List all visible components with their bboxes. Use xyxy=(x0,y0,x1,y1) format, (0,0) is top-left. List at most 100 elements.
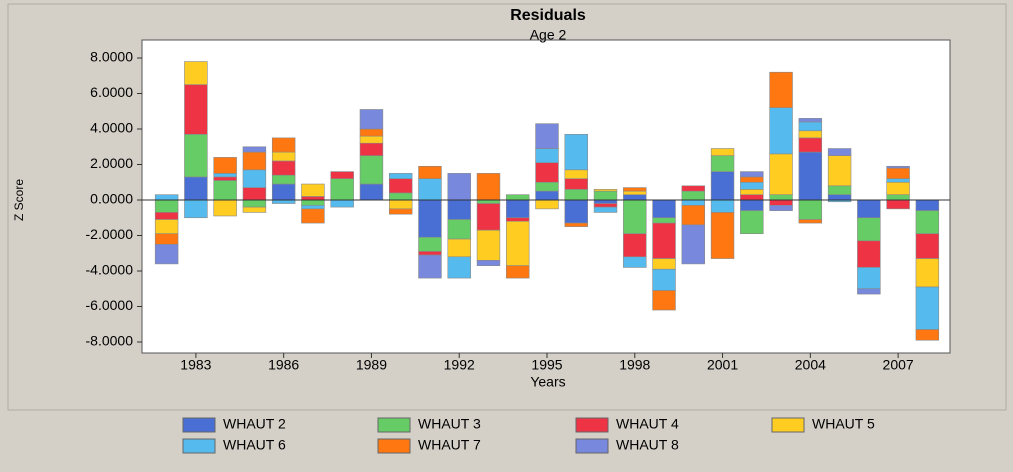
bar-segment xyxy=(476,229,501,261)
bar-segment xyxy=(418,251,442,256)
bar-segment xyxy=(213,157,237,174)
bar-segment xyxy=(242,169,267,188)
legend-swatch xyxy=(771,417,805,433)
bar-segment xyxy=(652,268,676,291)
x-tick-label: 1986 xyxy=(268,357,299,373)
bar-segment xyxy=(915,286,940,330)
bar-segment xyxy=(623,199,647,235)
bar-segment xyxy=(564,189,588,201)
bar-segment xyxy=(740,194,764,201)
bar-segment xyxy=(857,199,881,219)
bar-segment xyxy=(447,173,471,201)
bar-segment xyxy=(154,244,179,265)
x-tick-label: 1998 xyxy=(619,357,650,373)
bar-segment xyxy=(798,130,823,139)
bar-segment xyxy=(476,260,501,266)
legend-label: WHAUT 3 xyxy=(418,416,481,432)
bar-segment xyxy=(798,219,823,224)
bar-segment xyxy=(359,142,384,156)
legend-swatch xyxy=(182,417,216,433)
bar-segment xyxy=(652,199,676,219)
chart-subtitle: Age 2 xyxy=(530,27,567,43)
bar-segment xyxy=(681,199,706,206)
bar-segment xyxy=(418,236,442,252)
bar-segment xyxy=(564,222,588,227)
bar-segment xyxy=(740,210,764,235)
legend-label: WHAUT 8 xyxy=(616,437,679,453)
bar-segment xyxy=(535,148,559,164)
bar-segment xyxy=(740,181,764,190)
bar-segment xyxy=(564,199,588,224)
bar-segment xyxy=(476,199,501,204)
bar-segment xyxy=(886,199,910,210)
bar-segment xyxy=(154,199,179,213)
bar-segment xyxy=(593,203,618,208)
x-tick-label: 1995 xyxy=(531,357,562,373)
bar-segment xyxy=(623,256,647,268)
bar-segment xyxy=(213,199,237,217)
bar-segment xyxy=(886,165,910,169)
bar-segment xyxy=(857,240,881,268)
y-tick-label: 0.0000 xyxy=(90,191,133,207)
bar-segment xyxy=(447,238,471,258)
bar-segment xyxy=(827,185,852,195)
bar-segment xyxy=(915,233,940,259)
bar-segment xyxy=(301,208,325,224)
y-tick-label: -6.0000 xyxy=(86,297,134,313)
bar-segment xyxy=(388,208,413,215)
bar-segment xyxy=(418,178,442,201)
legend-label: WHAUT 4 xyxy=(616,416,679,432)
bar-segment xyxy=(740,189,764,195)
bar-segment xyxy=(184,84,208,135)
x-tick-label: 2007 xyxy=(883,357,914,373)
bar-segment xyxy=(388,192,413,201)
bar-segment xyxy=(681,224,706,265)
bar-segment xyxy=(330,178,354,201)
bar-segment xyxy=(359,128,384,137)
bar-segment xyxy=(740,171,764,178)
bar-segment xyxy=(681,185,706,192)
bar-segment xyxy=(535,181,559,192)
bar-segment xyxy=(798,137,823,153)
bar-segment xyxy=(154,219,179,235)
bar-segment xyxy=(710,199,735,213)
bar-segment xyxy=(915,258,940,288)
bar-segment xyxy=(184,199,208,219)
legend-label: WHAUT 2 xyxy=(223,416,286,432)
bar-segment xyxy=(593,199,618,204)
bar-segment xyxy=(798,118,823,123)
bar-segment xyxy=(886,167,910,180)
bar-segment xyxy=(798,199,823,220)
bar-segment xyxy=(447,199,471,220)
bar-segment xyxy=(652,258,676,270)
bar-segment xyxy=(506,221,530,266)
bar-segment xyxy=(769,107,793,155)
y-tick-label: -8.0000 xyxy=(86,333,134,349)
bar-segment xyxy=(301,196,325,201)
bar-segment xyxy=(154,233,179,245)
bar-segment xyxy=(418,254,442,279)
bar-segment xyxy=(710,148,735,156)
bar-segment xyxy=(213,180,237,201)
bar-segment xyxy=(184,61,208,85)
bar-segment xyxy=(506,199,530,219)
bar-segment xyxy=(769,194,793,201)
y-tick-label: 8.0000 xyxy=(90,49,133,65)
bar-segment xyxy=(623,194,647,201)
bar-segment xyxy=(769,199,793,206)
bar-segment xyxy=(535,199,559,210)
bar-segment xyxy=(242,187,267,201)
x-tick-label: 2004 xyxy=(795,357,826,373)
bar-segment xyxy=(271,183,296,201)
bar-segment xyxy=(447,219,471,240)
bar-segment xyxy=(710,212,735,259)
bar-segment xyxy=(476,173,501,201)
bar-segment xyxy=(798,121,823,132)
bar-segment xyxy=(301,183,325,197)
bar-segment xyxy=(301,199,325,206)
bar-segment xyxy=(593,190,618,201)
legend-label: WHAUT 5 xyxy=(812,416,875,432)
bar-segment xyxy=(652,222,676,259)
bar-segment xyxy=(857,288,881,295)
bar-segment xyxy=(915,329,940,341)
